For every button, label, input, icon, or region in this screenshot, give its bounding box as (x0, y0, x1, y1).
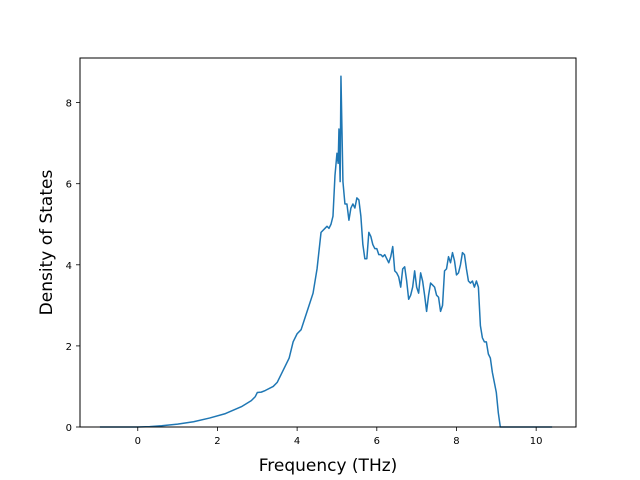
y-axis-label: Density of States (37, 170, 57, 316)
plot-layer (99, 75, 553, 428)
dos-series-line (99, 75, 553, 428)
x-tick-label: 10 (530, 436, 543, 447)
y-tick-label: 6 (66, 180, 72, 191)
plot-frame (79, 57, 577, 428)
x-axis-label: Frequency (THz) (259, 456, 398, 476)
y-axis-ticks: 0 2 4 6 8 (66, 99, 80, 434)
y-tick-label: 4 (66, 261, 72, 272)
y-tick-label: 8 (66, 99, 72, 110)
x-tick-label: 6 (374, 436, 380, 447)
x-axis-ticks: 0 2 4 6 8 10 (135, 427, 543, 447)
x-tick-label: 4 (294, 436, 300, 447)
x-tick-label: 0 (135, 436, 141, 447)
y-tick-label: 2 (66, 342, 72, 353)
x-tick-label: 8 (453, 436, 459, 447)
y-tick-label: 0 (66, 423, 72, 434)
x-tick-label: 2 (214, 436, 220, 447)
